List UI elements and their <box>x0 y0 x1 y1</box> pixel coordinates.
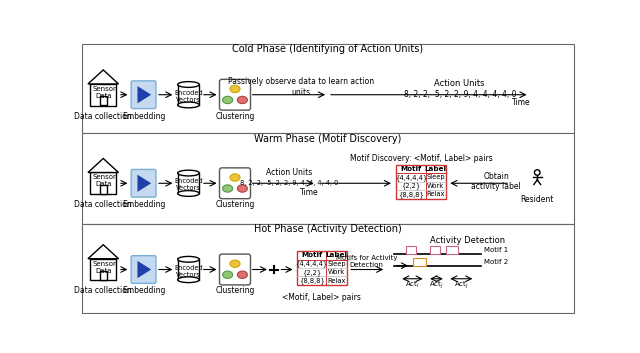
Bar <box>90 173 116 194</box>
Bar <box>81 133 575 224</box>
Text: {4,4,4,4}: {4,4,4,4} <box>395 174 427 181</box>
Bar <box>446 246 458 254</box>
Text: Work: Work <box>427 183 444 189</box>
Bar <box>100 271 107 280</box>
Text: Resident: Resident <box>520 195 554 204</box>
Bar <box>81 44 575 133</box>
FancyBboxPatch shape <box>220 168 250 199</box>
FancyBboxPatch shape <box>131 81 156 109</box>
Text: Motif: Motif <box>400 166 422 172</box>
Ellipse shape <box>230 174 240 181</box>
Text: Embedding: Embedding <box>122 112 165 121</box>
Text: Embedding: Embedding <box>122 200 165 209</box>
Bar <box>406 246 417 254</box>
Text: Motif Discovery: <Motif, Label> pairs: Motif Discovery: <Motif, Label> pairs <box>349 154 492 163</box>
Ellipse shape <box>178 82 199 88</box>
Text: Data collection: Data collection <box>74 286 132 295</box>
Bar <box>430 246 440 254</box>
Text: Label: Label <box>326 252 348 258</box>
Ellipse shape <box>237 185 248 192</box>
FancyBboxPatch shape <box>131 169 156 197</box>
Text: Action Units: Action Units <box>266 168 312 177</box>
Ellipse shape <box>223 96 232 104</box>
Polygon shape <box>138 175 151 192</box>
Bar <box>90 259 116 280</box>
Bar <box>396 165 446 199</box>
Text: Activity Detection: Activity Detection <box>430 236 505 245</box>
Text: {2,2}: {2,2} <box>401 183 420 189</box>
FancyBboxPatch shape <box>131 256 156 283</box>
Text: {4,4,4,4}: {4,4,4,4} <box>296 261 328 267</box>
Ellipse shape <box>178 191 199 196</box>
Ellipse shape <box>223 271 232 279</box>
Text: <Motif, Label> pairs: <Motif, Label> pairs <box>282 293 361 301</box>
Bar <box>178 84 199 105</box>
Text: Warm Phase (Motif Discovery): Warm Phase (Motif Discovery) <box>254 133 402 144</box>
Text: Sleep: Sleep <box>327 261 346 267</box>
Ellipse shape <box>237 271 248 279</box>
Ellipse shape <box>178 256 199 262</box>
Text: Work: Work <box>328 269 345 275</box>
Bar <box>297 251 347 285</box>
Ellipse shape <box>230 85 240 92</box>
Text: Clustering: Clustering <box>215 286 255 295</box>
Bar <box>100 185 107 194</box>
Text: Clustering: Clustering <box>215 200 255 209</box>
Text: Motif: Motif <box>301 252 323 258</box>
Text: Motif 2: Motif 2 <box>484 259 508 265</box>
Text: Act$_j$: Act$_j$ <box>429 279 444 291</box>
Text: Label: Label <box>425 166 447 172</box>
Text: Motif 1: Motif 1 <box>484 247 508 253</box>
Circle shape <box>534 170 540 175</box>
Text: Act$_j$: Act$_j$ <box>454 279 468 291</box>
Text: Data collection: Data collection <box>74 112 132 121</box>
Text: Encoded
Vectors: Encoded Vectors <box>174 264 203 277</box>
Bar <box>81 224 575 313</box>
Text: Sleep: Sleep <box>426 174 445 180</box>
Bar <box>178 173 199 193</box>
Ellipse shape <box>178 170 199 176</box>
Text: Action Units: Action Units <box>435 79 485 89</box>
Text: Encoded
Vectors: Encoded Vectors <box>174 178 203 191</box>
Bar <box>178 259 199 280</box>
Text: Encoded
Vectors: Encoded Vectors <box>174 90 203 103</box>
FancyBboxPatch shape <box>220 79 250 110</box>
Text: Relax: Relax <box>426 191 445 197</box>
Text: {8,8,8}: {8,8,8} <box>299 277 324 284</box>
Text: Obtain
activity label: Obtain activity label <box>471 172 521 191</box>
Polygon shape <box>88 158 118 173</box>
Bar <box>100 96 107 106</box>
Text: Time: Time <box>300 188 319 197</box>
Text: Hot Phase (Activity Detection): Hot Phase (Activity Detection) <box>254 225 402 234</box>
Polygon shape <box>138 86 151 103</box>
Text: Cold Phase (Identifying of Action Units): Cold Phase (Identifying of Action Units) <box>232 44 424 54</box>
Text: 8, 2, 2,  5, 2, 2, 9, 4, 4, 4, 4, 0: 8, 2, 2, 5, 2, 2, 9, 4, 4, 4, 4, 0 <box>403 90 516 99</box>
Polygon shape <box>138 261 151 278</box>
Ellipse shape <box>237 96 248 104</box>
Text: Sensor
Data: Sensor Data <box>92 86 116 99</box>
Ellipse shape <box>223 185 232 192</box>
Ellipse shape <box>230 260 240 268</box>
Polygon shape <box>88 245 118 259</box>
Text: Time: Time <box>513 98 531 107</box>
Text: 8, 2, 2,  5, 2, 2, 9, 4, 4, 4, 4, 0: 8, 2, 2, 5, 2, 2, 9, 4, 4, 4, 4, 0 <box>240 180 339 186</box>
Text: Data collection: Data collection <box>74 200 132 209</box>
Text: Clustering: Clustering <box>215 112 255 121</box>
Text: Relax: Relax <box>327 278 346 284</box>
Text: {8,8,8}: {8,8,8} <box>398 191 424 198</box>
Text: Passively observe data to learn action
units: Passively observe data to learn action u… <box>228 77 374 97</box>
Text: Sensor
Data: Sensor Data <box>92 261 116 274</box>
Text: Embedding: Embedding <box>122 286 165 295</box>
Text: {2,2}: {2,2} <box>302 269 321 276</box>
Ellipse shape <box>178 102 199 108</box>
Text: Act$_i$: Act$_i$ <box>405 280 420 290</box>
Text: Sensor
Data: Sensor Data <box>92 174 116 187</box>
Bar <box>413 258 426 266</box>
Ellipse shape <box>178 277 199 283</box>
Bar <box>90 84 116 106</box>
Text: Motifs for Activity
Detection: Motifs for Activity Detection <box>336 255 397 268</box>
FancyBboxPatch shape <box>220 254 250 285</box>
Polygon shape <box>88 70 118 84</box>
